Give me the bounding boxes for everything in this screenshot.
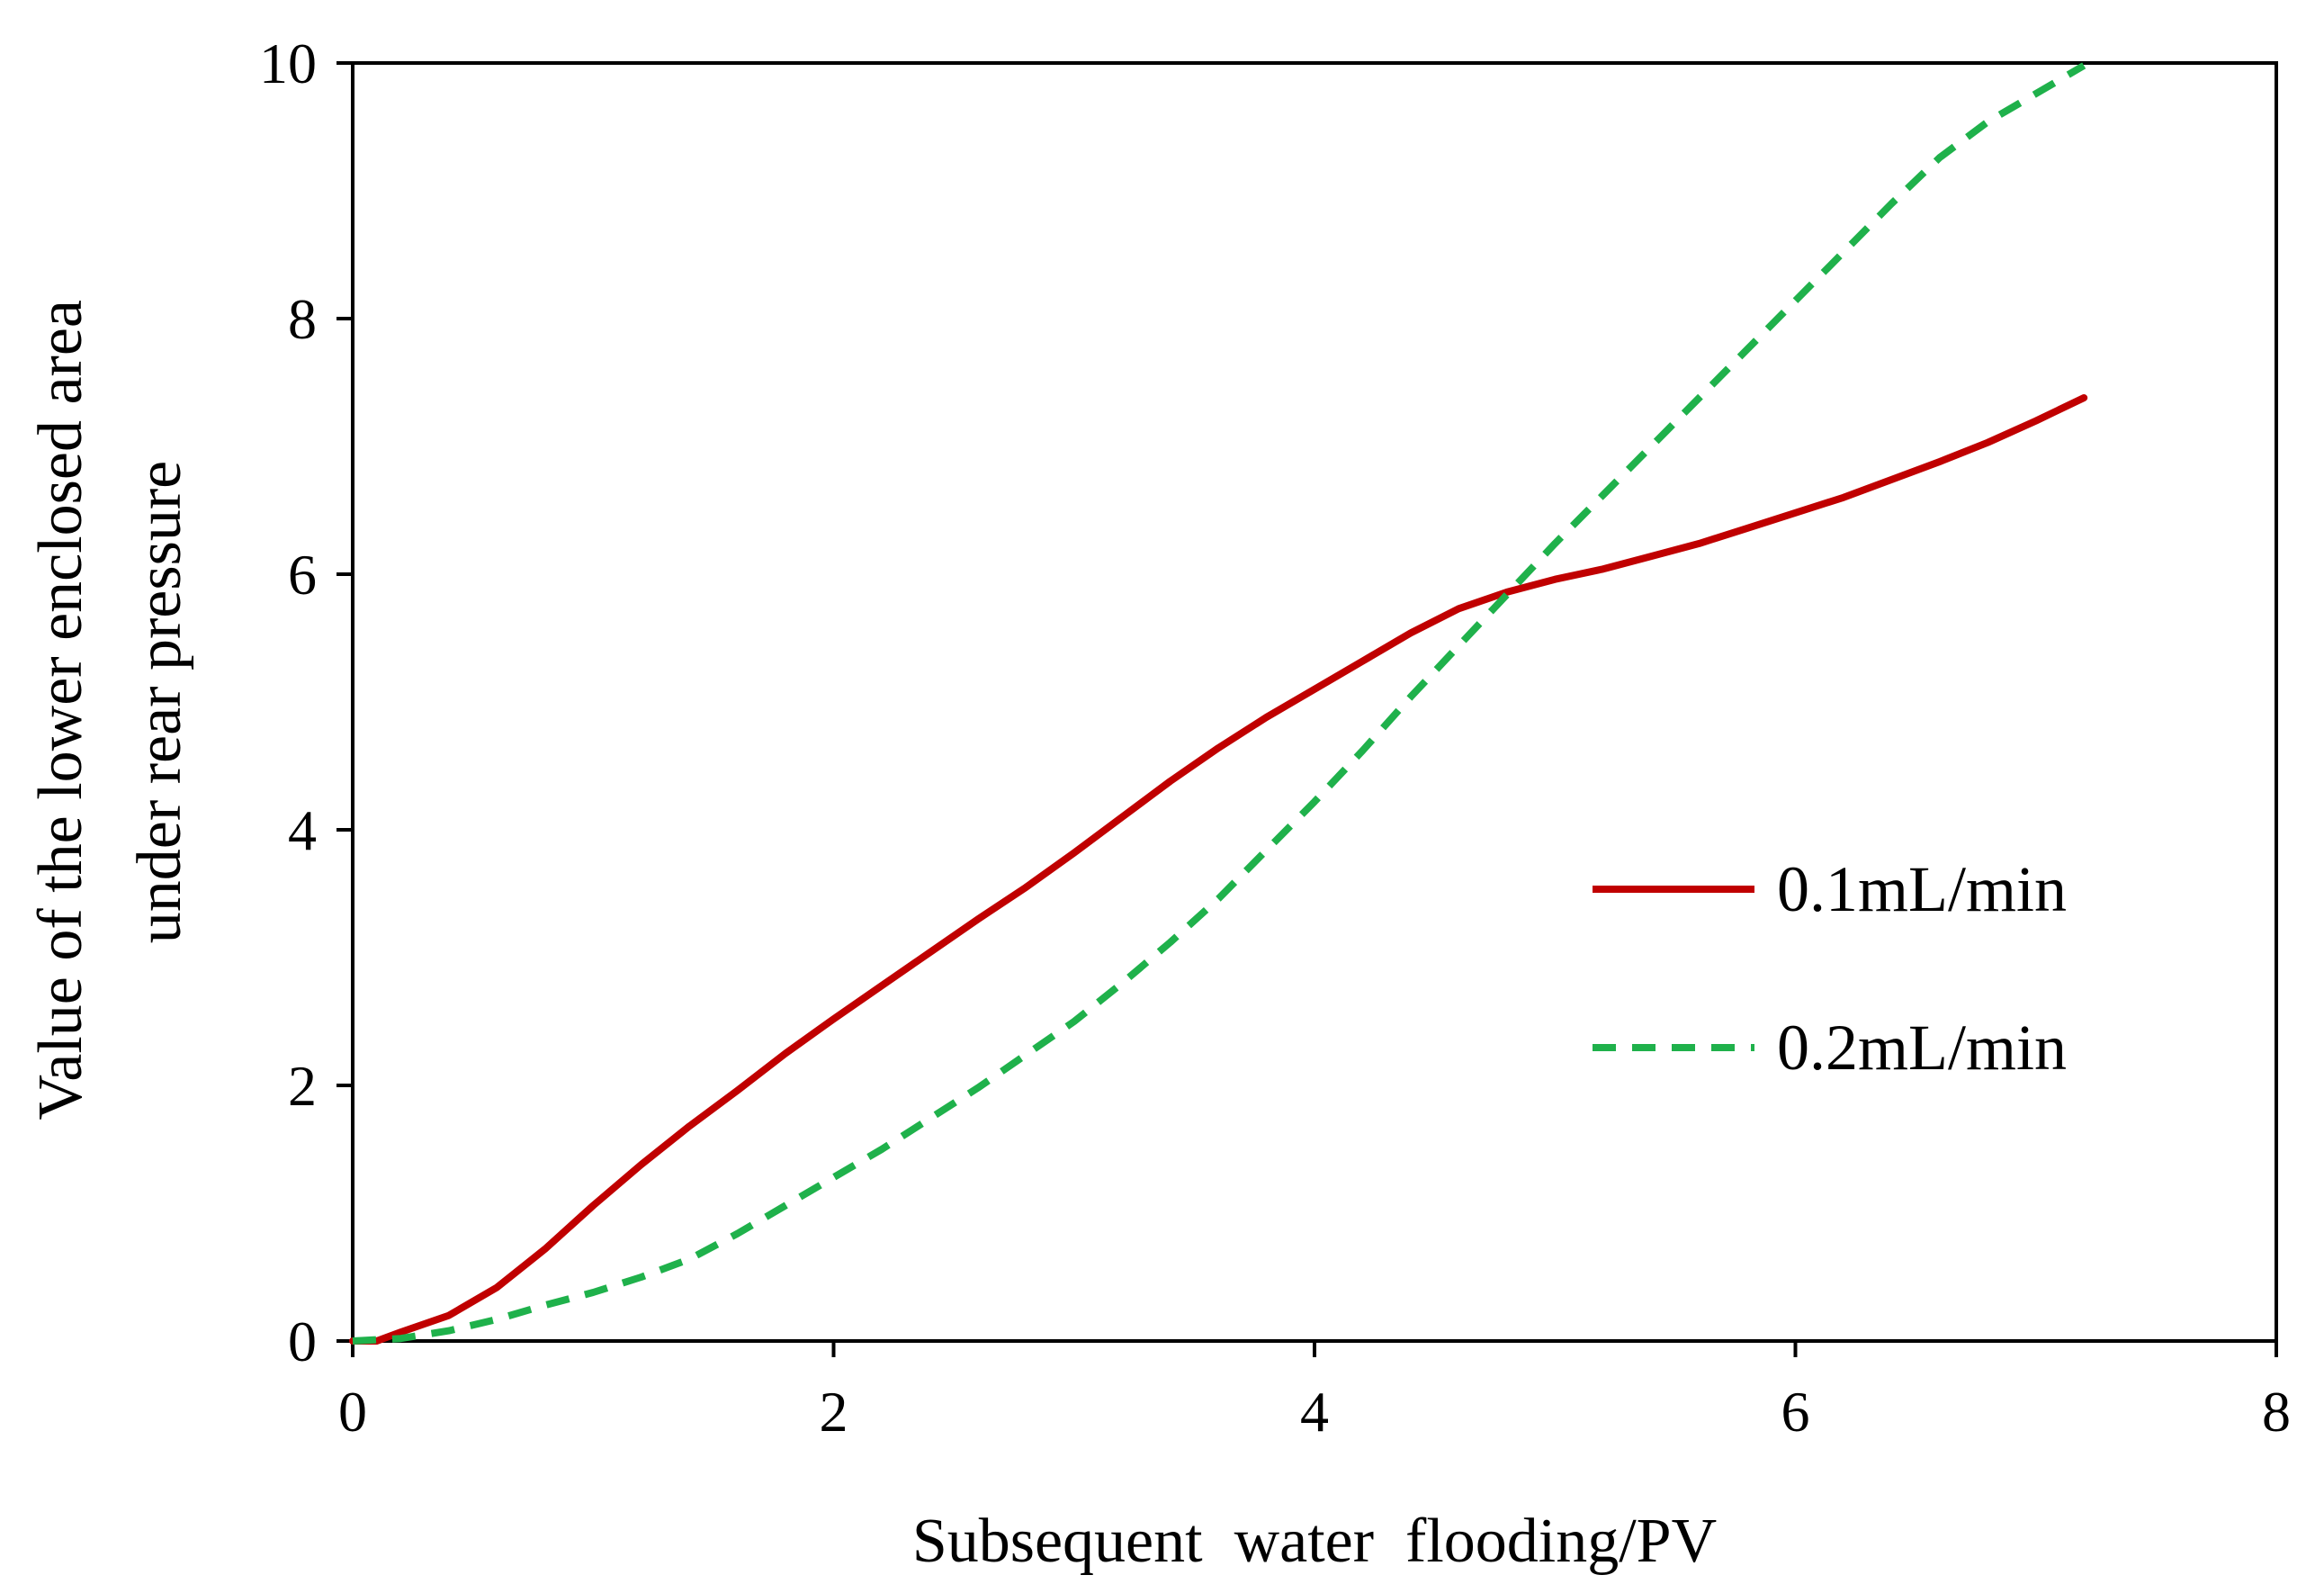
x-tick-label: 4	[1300, 1380, 1329, 1444]
y-tick-label: 2	[288, 1054, 317, 1118]
y-axis-title-line-1: Value of the lower enclosed area	[26, 300, 95, 1120]
y-tick-label: 8	[288, 287, 317, 351]
y-axis-ticks: 0 2 4 6 8 10	[259, 32, 353, 1373]
x-axis-title: Subsequent water flooding/PV	[912, 1507, 1717, 1576]
legend-label-0-1ml: 0.1mL/min	[1777, 853, 2067, 925]
x-tick-label: 6	[1781, 1380, 1810, 1444]
y-axis-title: Value of the lower enclosed area under r…	[26, 284, 194, 1120]
series-line-0-1ml	[349, 394, 2088, 1345]
y-tick-label: 10	[259, 32, 317, 95]
y-tick-label: 0	[288, 1310, 317, 1373]
y-tick-label: 4	[288, 798, 317, 862]
series-line-0-2ml	[352, 62, 2086, 1345]
x-tick-label: 2	[820, 1380, 848, 1444]
legend-label-0-2ml: 0.2mL/min	[1777, 1012, 2067, 1084]
x-axis-ticks: 0 2 4 6 8	[338, 1341, 2291, 1444]
y-axis-title-line-2: under rear pressure	[125, 461, 194, 943]
plot-frame	[351, 61, 2278, 1343]
y-tick-label: 6	[288, 543, 317, 607]
x-tick-label: 8	[2262, 1380, 2291, 1444]
series-layer	[349, 62, 2088, 1345]
x-tick-label: 0	[338, 1380, 367, 1444]
legend: 0.1mL/min 0.2mL/min	[1593, 853, 2067, 1084]
